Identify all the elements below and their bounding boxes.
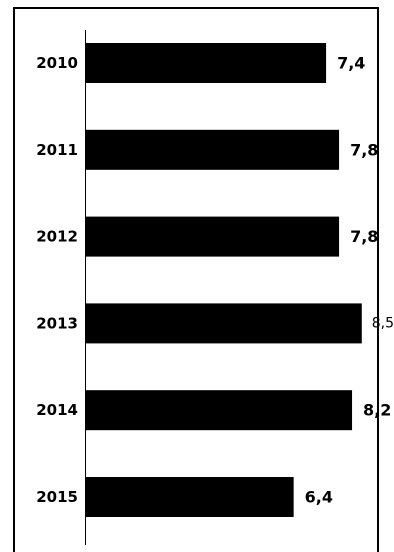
bar-2012 — [86, 216, 340, 257]
category-label: 2015 — [36, 488, 78, 506]
value-label: 7,8 — [350, 140, 378, 159]
bar-2014 — [86, 390, 353, 431]
value-label: 6,4 — [305, 488, 333, 507]
value-label: 8,5 — [372, 315, 394, 331]
category-label: 2010 — [36, 54, 78, 72]
bar-2011 — [86, 129, 340, 170]
bar-2010 — [86, 43, 327, 83]
value-label: 7,8 — [350, 227, 378, 246]
bar-2015 — [86, 477, 294, 517]
category-label: 2014 — [36, 401, 78, 419]
category-label: 2013 — [36, 314, 78, 332]
category-label: 2011 — [36, 141, 78, 159]
chart-frame — [13, 7, 379, 552]
value-label: 7,4 — [337, 54, 365, 73]
category-label: 2012 — [36, 228, 78, 246]
bar-2013 — [86, 303, 362, 344]
value-label: 8,2 — [363, 401, 391, 420]
